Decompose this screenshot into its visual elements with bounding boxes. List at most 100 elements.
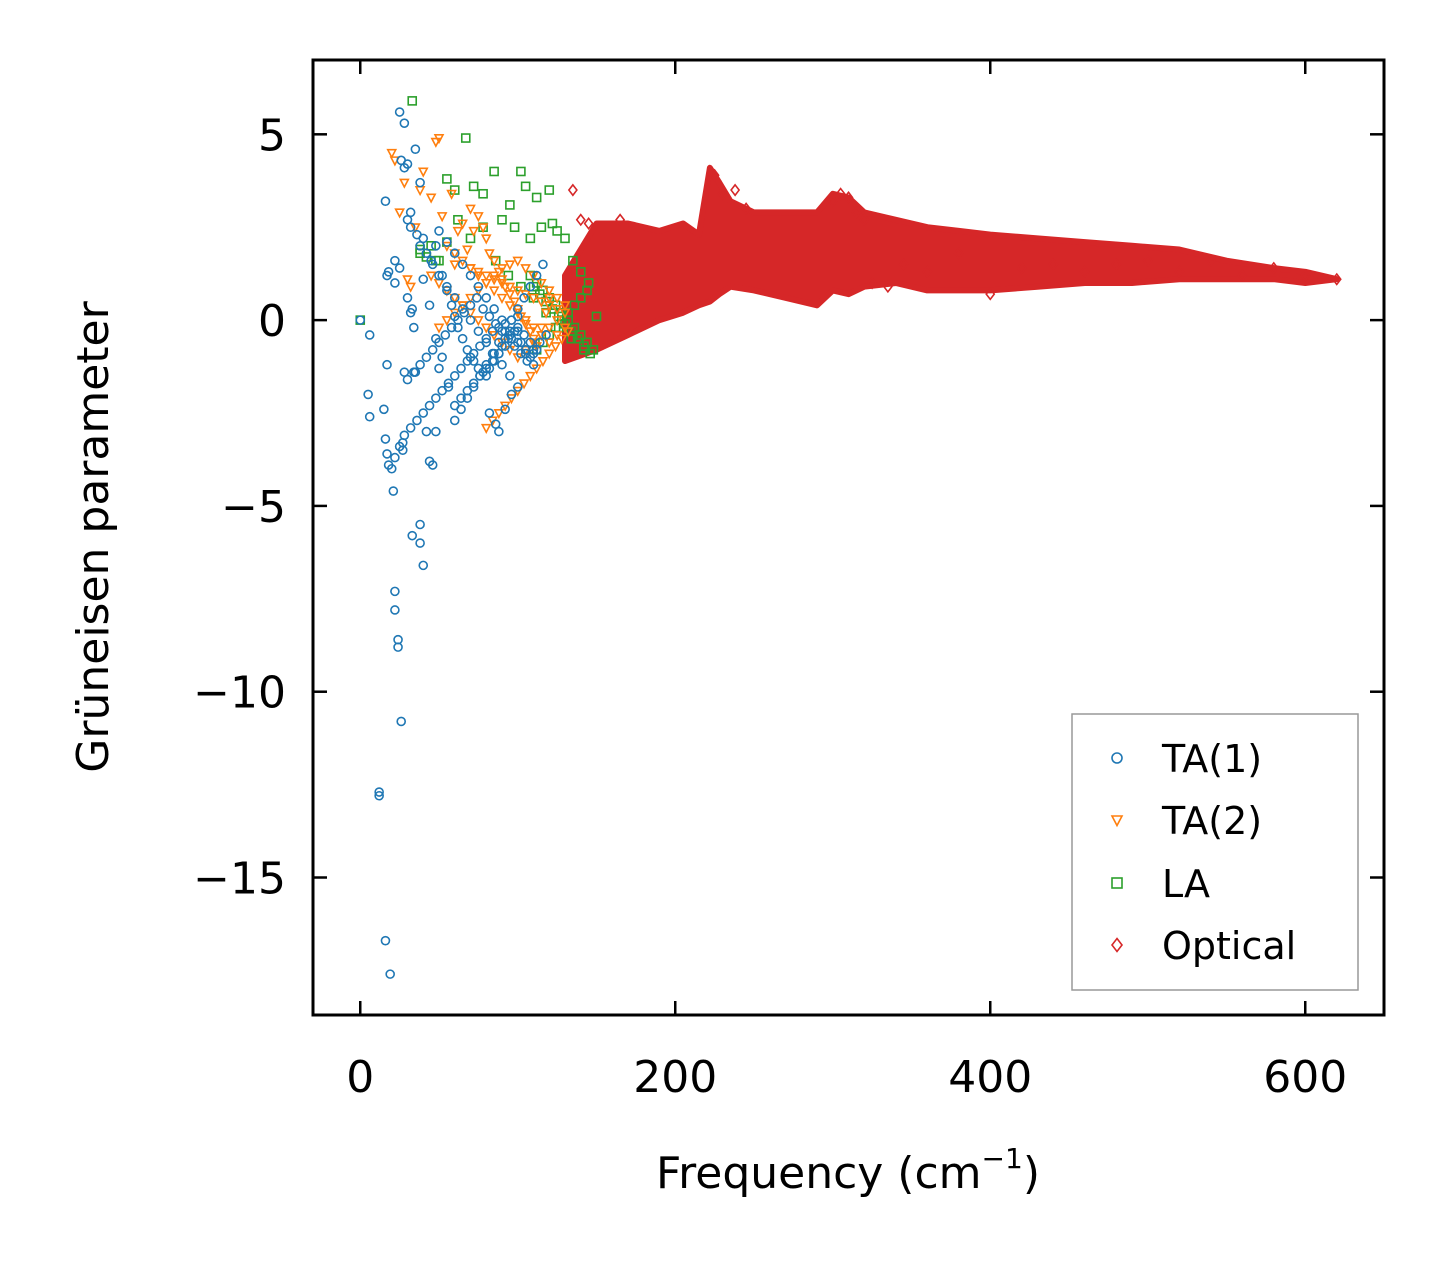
- point-ta1: [473, 326, 484, 337]
- point-ta1: [505, 371, 515, 381]
- point-ta1: [415, 359, 425, 370]
- point-ta1: [379, 404, 389, 415]
- point-ta2: [496, 293, 508, 304]
- point-la: [544, 185, 555, 195]
- point-la: [582, 285, 592, 296]
- point-ta1: [468, 348, 479, 359]
- point-optical: [827, 194, 838, 208]
- point-la: [468, 181, 479, 192]
- point-ta2: [449, 249, 461, 260]
- point-ta1: [385, 969, 395, 979]
- point-ta1: [497, 315, 507, 325]
- point-ta1: [399, 430, 410, 441]
- point-ta1: [388, 486, 399, 496]
- point-ta2: [394, 208, 405, 219]
- point-ta1: [427, 345, 438, 355]
- point-ta1: [424, 400, 435, 411]
- point-ta1: [512, 322, 523, 333]
- point-ta2: [480, 323, 492, 334]
- point-ta1: [437, 385, 447, 396]
- point-la: [426, 240, 436, 251]
- point-ta1: [402, 374, 413, 385]
- point-ta1: [396, 716, 407, 727]
- point-optical: [1300, 269, 1311, 283]
- point-ta1: [449, 293, 460, 303]
- point-ta2: [433, 134, 445, 145]
- legend-label-la: LA: [1162, 862, 1210, 906]
- point-ta1: [418, 408, 429, 418]
- point-ta1: [363, 389, 373, 400]
- point-ta1: [399, 118, 410, 128]
- point-ta2: [433, 278, 445, 290]
- point-ta2: [477, 223, 489, 234]
- point-ta1: [390, 255, 400, 266]
- point-la: [407, 96, 418, 106]
- y-tick-label: 5: [258, 110, 286, 161]
- point-optical: [859, 213, 870, 227]
- point-ta1: [471, 293, 482, 303]
- point-ta1: [481, 293, 492, 303]
- point-ta1: [531, 270, 542, 281]
- point-ta2: [402, 275, 413, 286]
- point-ta1: [355, 315, 366, 325]
- point-la: [489, 166, 499, 177]
- point-optical: [867, 276, 878, 290]
- point-optical: [1174, 265, 1185, 279]
- point-ta1: [380, 935, 391, 946]
- point-optical: [985, 287, 996, 301]
- point-ta2: [540, 308, 552, 319]
- point-ta1: [394, 263, 405, 273]
- point-la: [566, 326, 577, 337]
- point-la: [591, 311, 602, 322]
- point-ta1: [512, 382, 523, 392]
- point-ta2: [488, 275, 500, 286]
- scatter-marks: [355, 96, 1342, 979]
- point-ta1: [449, 415, 460, 426]
- point-ta1: [465, 315, 476, 325]
- point-ta2: [496, 278, 508, 290]
- point-ta1: [410, 144, 421, 154]
- x-tick-label: 400: [948, 1052, 1032, 1103]
- point-ta1: [512, 337, 523, 348]
- point-ta1: [446, 322, 457, 333]
- point-optical: [843, 190, 854, 205]
- point-optical: [1048, 257, 1059, 271]
- point-ta1: [427, 259, 438, 270]
- point-ta1: [475, 341, 485, 351]
- point-ta1: [497, 359, 507, 370]
- x-tick-label: 200: [633, 1052, 717, 1103]
- point-la: [552, 226, 562, 236]
- point-ta1: [449, 371, 460, 381]
- point-ta2: [410, 223, 421, 234]
- point-ta1: [525, 281, 536, 292]
- point-ta1: [390, 452, 400, 463]
- legend-marker-ta2: [1110, 815, 1124, 828]
- optical-dense-band: [562, 164, 1340, 364]
- point-la: [572, 333, 583, 344]
- point-la: [465, 233, 476, 244]
- point-ta1: [519, 293, 529, 303]
- x-axis-title: Frequency (cm−1): [656, 1142, 1040, 1199]
- point-ta1: [473, 281, 484, 292]
- point-ta2: [537, 356, 549, 368]
- point-ta1: [390, 278, 400, 288]
- point-optical: [1331, 272, 1342, 286]
- point-ta2: [433, 323, 445, 334]
- point-ta2: [496, 264, 508, 275]
- x-tick-label: 0: [346, 1052, 374, 1103]
- point-ta2: [480, 278, 492, 290]
- point-ta1: [418, 560, 429, 571]
- point-ta1: [415, 177, 425, 188]
- point-ta1: [465, 270, 476, 281]
- point-ta2: [520, 319, 531, 330]
- point-ta2: [473, 316, 484, 327]
- point-ta2: [480, 271, 492, 282]
- point-ta1: [468, 382, 479, 392]
- point-optical: [717, 187, 728, 201]
- point-ta1: [431, 393, 441, 403]
- point-ta1: [457, 259, 468, 270]
- point-ta1: [364, 330, 375, 340]
- point-ta2: [465, 204, 476, 215]
- point-ta2: [399, 178, 410, 189]
